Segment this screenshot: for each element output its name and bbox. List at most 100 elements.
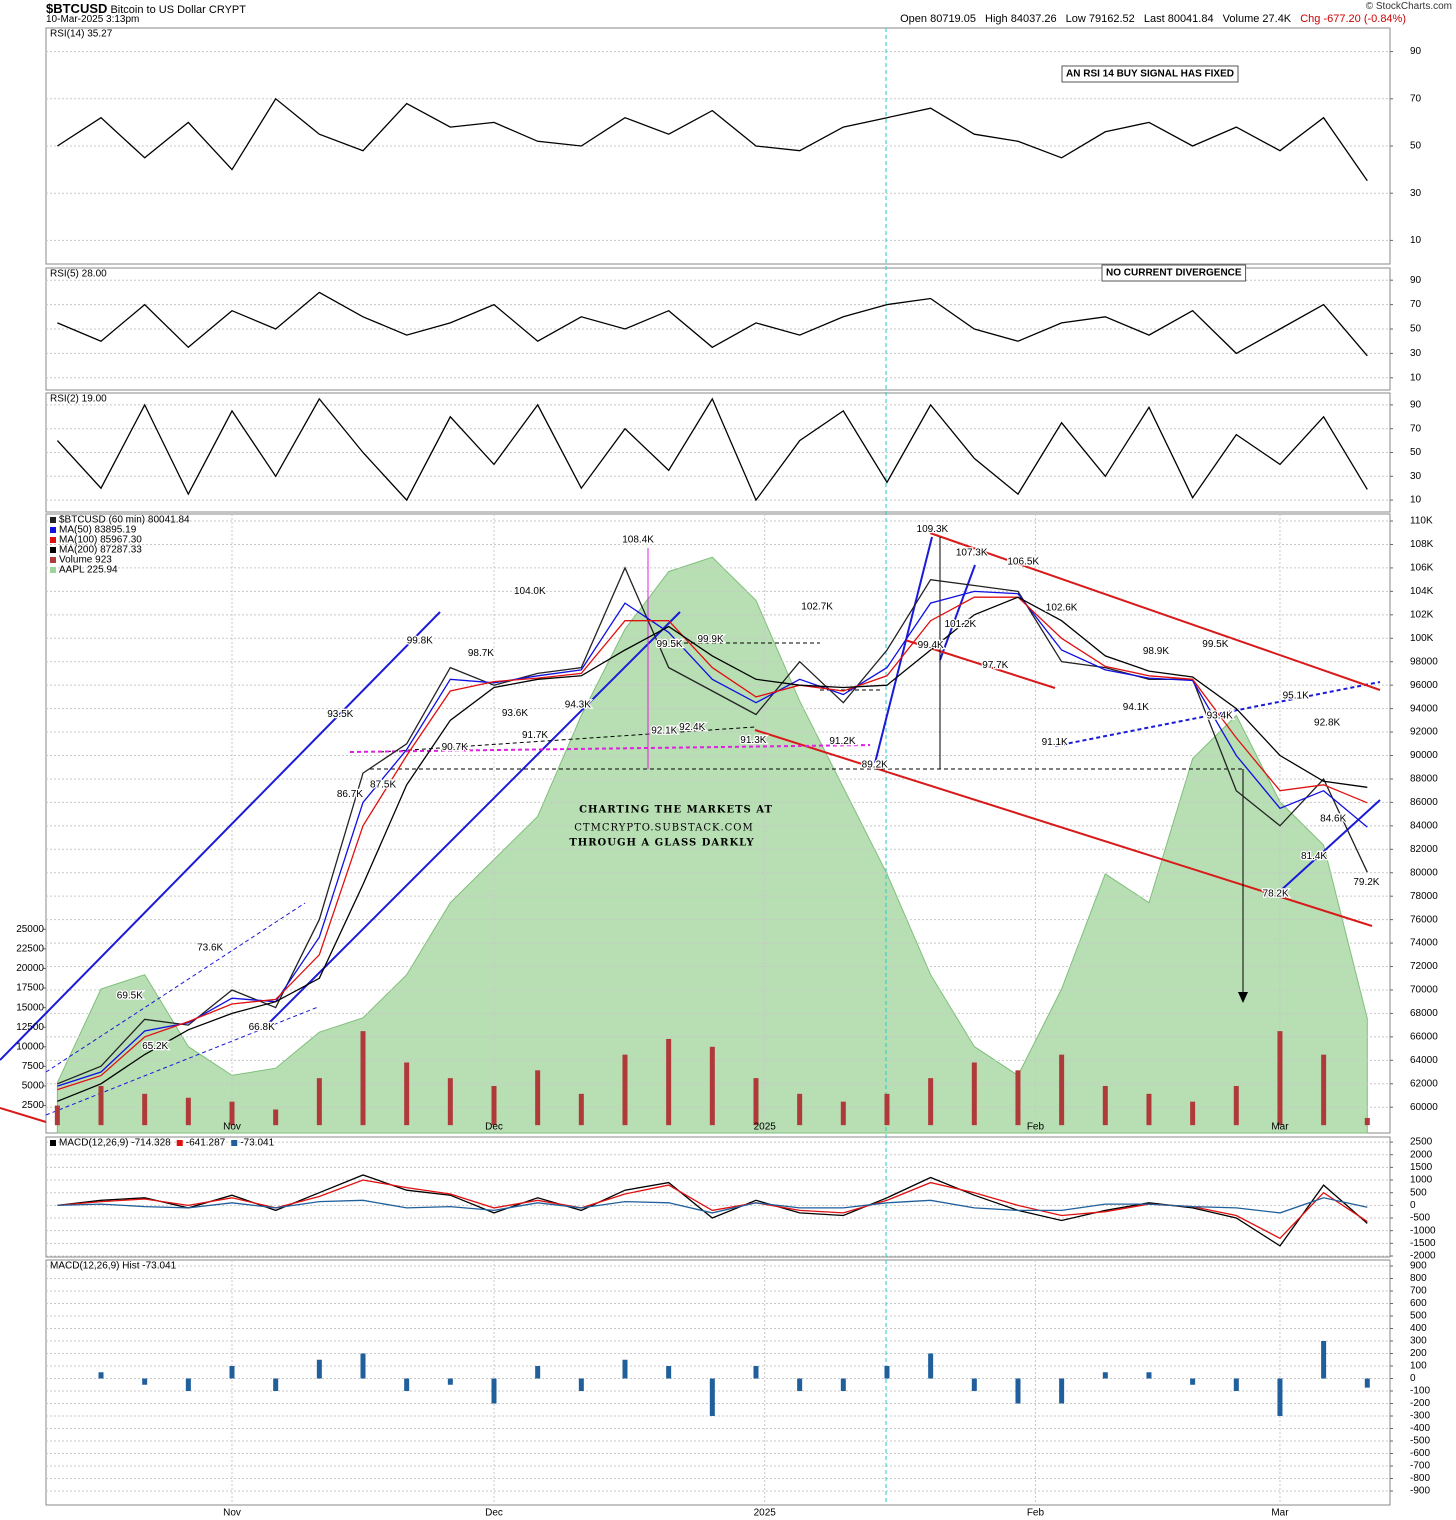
panel-title: RSI(5) 28.00 xyxy=(50,269,107,280)
watermark: CHARTING THE MARKETS AT xyxy=(579,805,773,816)
price-annotation: 86.7K xyxy=(337,789,363,800)
price-annotation: 94.1K xyxy=(1123,702,1149,713)
bar xyxy=(447,1378,453,1385)
y-tick-label: 12500 xyxy=(16,1022,44,1033)
trendline xyxy=(0,1107,47,1123)
bar xyxy=(404,1378,410,1391)
bar xyxy=(622,1359,628,1379)
bar xyxy=(709,1378,715,1416)
price-annotation: 104.0K xyxy=(514,586,546,597)
trendline xyxy=(904,639,1056,689)
y-tick-label: 80000 xyxy=(1410,867,1438,878)
y-tick-label: 90 xyxy=(1410,46,1422,57)
bar xyxy=(622,1054,628,1126)
bar xyxy=(229,1101,235,1126)
price-annotation: 93.6K xyxy=(502,708,528,719)
title-line: $BTCUSD Bitcoin to US Dollar CRYPT xyxy=(46,1,246,16)
x-tick-label: 2025 xyxy=(754,1508,777,1519)
bar xyxy=(666,1038,672,1126)
header: $BTCUSD Bitcoin to US Dollar CRYPT 10-Ma… xyxy=(0,0,1456,28)
bar xyxy=(884,1366,890,1379)
y-tick-label: 22500 xyxy=(16,944,44,955)
price-annotation: 78.2K xyxy=(1263,888,1289,899)
quote-item: Open 80719.05 xyxy=(900,13,976,25)
y-tick-label: 76000 xyxy=(1410,914,1438,925)
bar xyxy=(360,1031,366,1126)
bar xyxy=(1059,1378,1065,1404)
bar xyxy=(753,1366,759,1379)
watermark: CTMCRYPTO.SUBSTACK.COM xyxy=(574,823,753,834)
y-tick-label: 92000 xyxy=(1410,727,1438,738)
x-tick-label: 2025 xyxy=(754,1122,777,1133)
y-tick-label: -700 xyxy=(1410,1461,1430,1472)
y-tick-label: 700 xyxy=(1410,1286,1427,1297)
bar xyxy=(928,1078,934,1126)
bar xyxy=(535,1070,541,1126)
price-annotation: 102.7K xyxy=(801,601,833,612)
trendline xyxy=(45,902,306,1073)
x-tick-label: Feb xyxy=(1027,1508,1045,1519)
y-tick-label: 50 xyxy=(1410,141,1422,152)
bar xyxy=(928,1353,934,1379)
y-tick-label: 96000 xyxy=(1410,680,1438,691)
bar xyxy=(797,1378,803,1391)
y-tick-label: 100K xyxy=(1410,633,1434,644)
legend-entry: $BTCUSD (60 min) 80041.84 xyxy=(59,515,190,526)
y-tick-label: -1000 xyxy=(1410,1225,1436,1236)
price-annotation: 87.5K xyxy=(370,779,396,790)
y-tick-label: 10 xyxy=(1410,495,1422,506)
bar xyxy=(578,1378,584,1391)
y-tick-label: 400 xyxy=(1410,1323,1427,1334)
y-tick-label: 0 xyxy=(1410,1373,1416,1384)
note: NO CURRENT DIVERGENCE xyxy=(1106,268,1242,279)
y-tick-label: 70 xyxy=(1410,93,1422,104)
quote-item: Last 80041.84 xyxy=(1143,13,1214,25)
y-tick-label: 82000 xyxy=(1410,844,1438,855)
y-tick-label: 98000 xyxy=(1410,656,1438,667)
level-line xyxy=(349,744,871,753)
trendline xyxy=(0,611,441,1061)
legend-swatch xyxy=(176,1140,183,1146)
quote-item: Chg -677.20 (-0.84%) xyxy=(1300,13,1406,25)
y-tick-label: -500 xyxy=(1410,1436,1430,1447)
y-tick-label: 30 xyxy=(1410,348,1422,359)
bar xyxy=(884,1093,890,1126)
layer-grid xyxy=(43,51,1393,1505)
y-tick-label: -900 xyxy=(1410,1486,1430,1497)
y-tick-label: 84000 xyxy=(1410,820,1438,831)
series-line xyxy=(57,566,1368,1085)
bar xyxy=(666,1366,672,1379)
y-tick-label: 2500 xyxy=(1410,1137,1433,1148)
series-line xyxy=(57,1174,1368,1247)
y-tick-label: 110K xyxy=(1410,516,1433,527)
bar xyxy=(1146,1372,1152,1379)
price-annotation: 101.2K xyxy=(944,619,976,630)
y-tick-label: 20000 xyxy=(16,963,44,974)
y-tick-label: -400 xyxy=(1410,1423,1430,1434)
y-tick-label: 2500 xyxy=(22,1100,45,1111)
price-annotation: 108.4K xyxy=(622,534,654,545)
layer-texts: 10 30 50 70 90 RSI(14) 35.27 AN RSI 14 BUY SIG… xyxy=(16,29,1438,1519)
price-annotation: 65.2K xyxy=(142,1041,168,1052)
bar xyxy=(1321,1054,1327,1126)
price-annotation: 84.6K xyxy=(1320,813,1346,824)
y-tick-label: 10 xyxy=(1410,372,1422,383)
y-tick-label: 17500 xyxy=(16,983,44,994)
bar xyxy=(1146,1093,1152,1126)
note-box xyxy=(1101,264,1247,282)
y-tick-label: 0 xyxy=(1410,1200,1416,1211)
y-tick-label: 300 xyxy=(1410,1336,1427,1347)
price-annotation: 73.6K xyxy=(197,942,223,953)
exchange: CRYPT xyxy=(208,4,246,16)
y-tick-label: 66000 xyxy=(1410,1032,1438,1043)
legend-swatch xyxy=(50,537,56,543)
y-tick-label: 60000 xyxy=(1410,1102,1438,1113)
y-tick-label: 500 xyxy=(1410,1311,1427,1322)
legend-swatch xyxy=(50,547,56,553)
y-tick-label: 70 xyxy=(1410,423,1422,434)
bar xyxy=(971,1062,977,1126)
price-annotation: 98.9K xyxy=(1143,646,1169,657)
quote-item: Low 79162.52 xyxy=(1065,13,1135,25)
price-annotation: 94.3K xyxy=(565,700,591,711)
legend-entry: MA(200) 87287.33 xyxy=(59,545,142,556)
